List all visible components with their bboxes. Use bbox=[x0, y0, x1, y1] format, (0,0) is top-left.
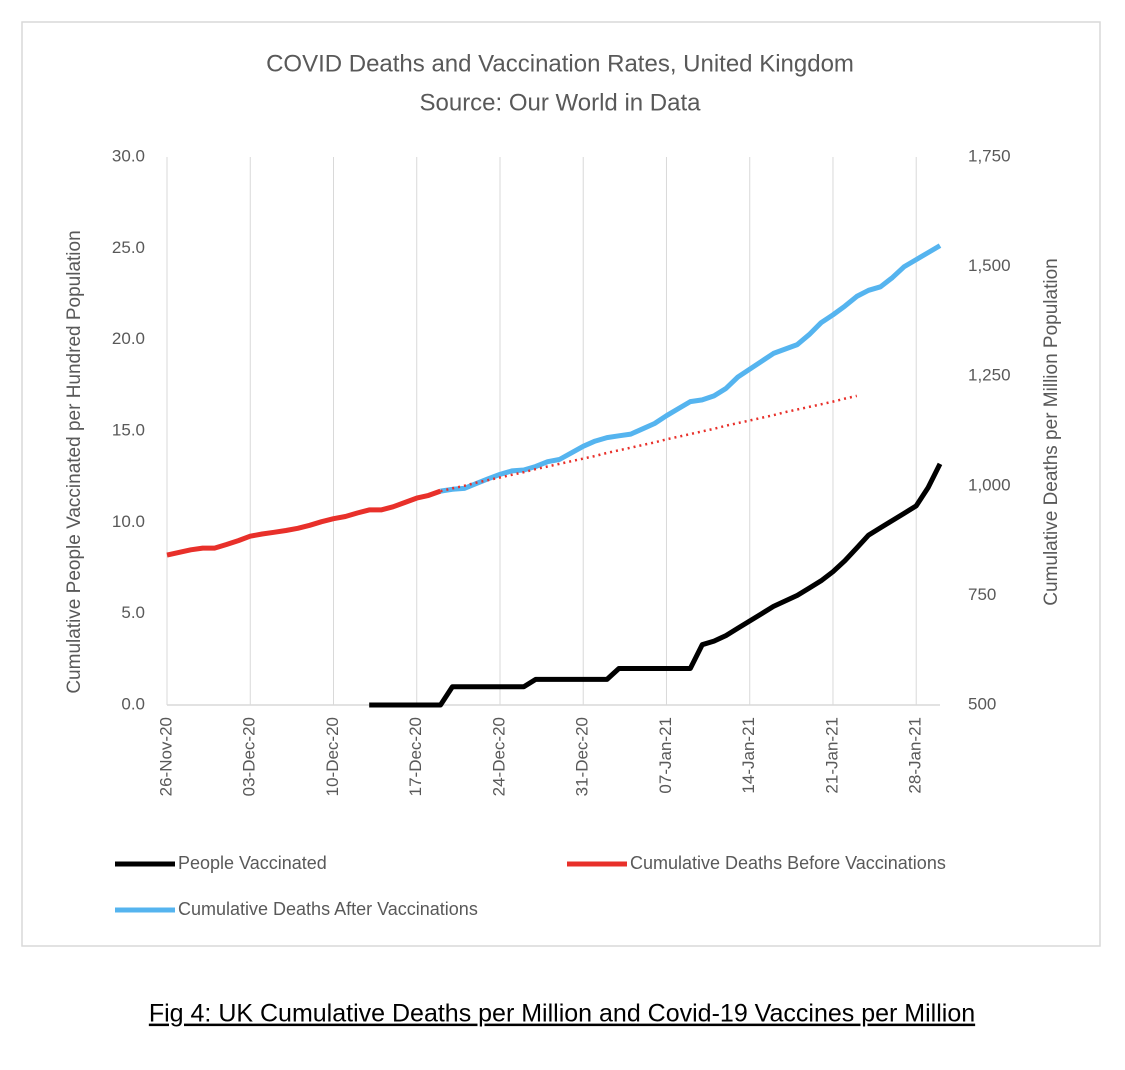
y-tick-label: 15.0 bbox=[112, 420, 145, 439]
y2-tick-label: 1,750 bbox=[968, 146, 1011, 165]
y2-tick-label: 500 bbox=[968, 694, 996, 713]
x-tick-label: 24-Dec-20 bbox=[489, 717, 508, 796]
y-axis-label: Cumulative People Vaccinated per Hundred… bbox=[64, 230, 85, 693]
series-line bbox=[440, 243, 942, 494]
chart-subtitle: Source: Our World in Data bbox=[419, 89, 701, 116]
x-tick-label: 14-Jan-21 bbox=[739, 717, 758, 794]
x-tick-label: 07-Jan-21 bbox=[656, 717, 675, 794]
x-tick-label: 26-Nov-20 bbox=[156, 717, 175, 796]
y-tick-label: 25.0 bbox=[112, 238, 145, 257]
y-tick-label: 20.0 bbox=[112, 329, 145, 348]
x-tick-label: 31-Dec-20 bbox=[573, 717, 592, 796]
x-tick-label: 10-Dec-20 bbox=[323, 717, 342, 796]
series-line bbox=[166, 488, 442, 558]
x-tick-label: 03-Dec-20 bbox=[240, 717, 259, 796]
figure-caption: Fig 4: UK Cumulative Deaths per Million … bbox=[149, 1000, 975, 1028]
y2-axis-label: Cumulative Deaths per Million Population bbox=[1041, 258, 1062, 605]
chart-title: COVID Deaths and Vaccination Rates, Unit… bbox=[266, 50, 854, 77]
x-tick-label: 28-Jan-21 bbox=[906, 717, 925, 794]
y2-tick-label: 1,250 bbox=[968, 366, 1011, 385]
x-tick-label: 17-Dec-20 bbox=[406, 717, 425, 796]
x-tick-label: 21-Jan-21 bbox=[822, 717, 841, 794]
y2-tick-label: 1,500 bbox=[968, 256, 1011, 275]
trend-line bbox=[440, 394, 858, 493]
y-tick-label: 5.0 bbox=[121, 603, 145, 622]
legend-label: Cumulative Deaths Before Vaccinations bbox=[630, 853, 946, 873]
y-tick-label: 0.0 bbox=[121, 694, 145, 713]
chart-frame bbox=[21, 21, 1101, 947]
series-line bbox=[369, 462, 943, 708]
y2-tick-label: 750 bbox=[968, 585, 996, 604]
legend-label: Cumulative Deaths After Vaccinations bbox=[178, 899, 478, 919]
y2-tick-label: 1,000 bbox=[968, 475, 1011, 494]
legend-label: People Vaccinated bbox=[178, 853, 327, 873]
y-tick-label: 10.0 bbox=[112, 512, 145, 531]
y-tick-label: 30.0 bbox=[112, 146, 145, 165]
